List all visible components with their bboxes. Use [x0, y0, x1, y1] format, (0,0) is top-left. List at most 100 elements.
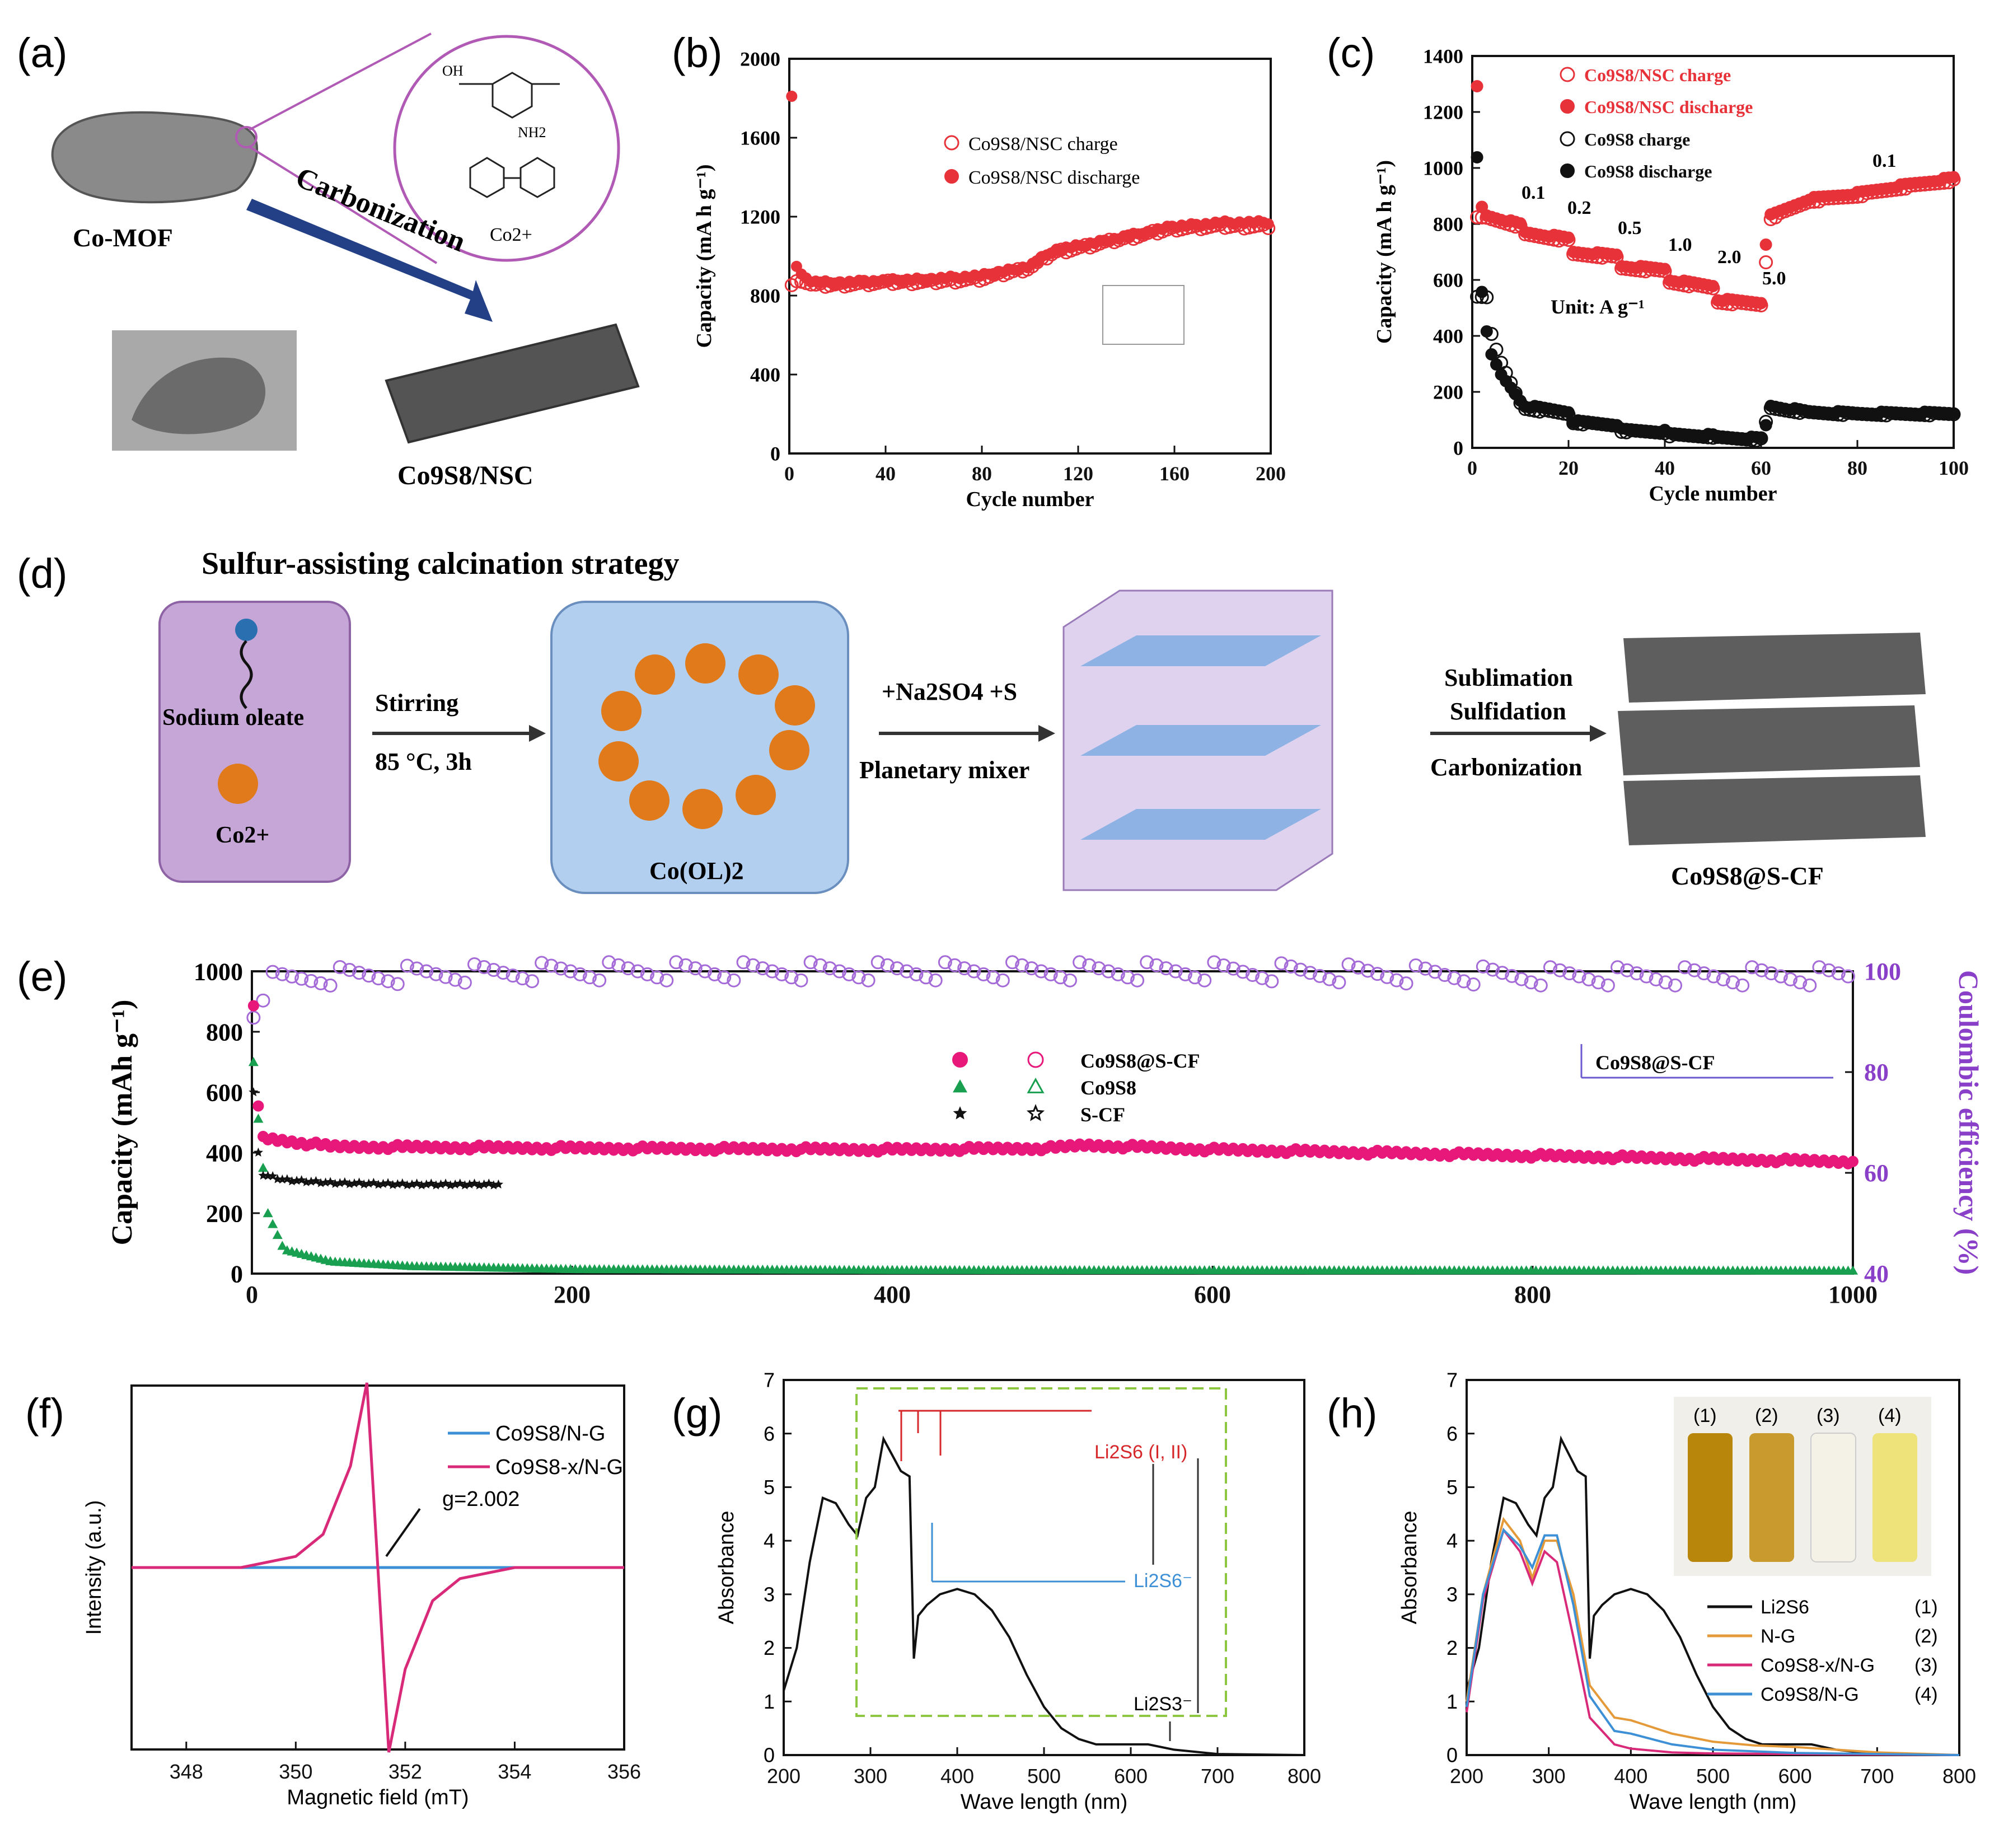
- chart-c-xtick-label: 60: [1751, 457, 1771, 479]
- ligand-structure-icon: [459, 72, 560, 198]
- e-co9s8-point: [263, 1208, 273, 1218]
- e-ce-point: [1207, 955, 1221, 970]
- e-ce-point: [1822, 963, 1836, 977]
- e-ce-point: [1678, 960, 1692, 975]
- chart-b-ytick-label: 800: [750, 285, 780, 307]
- vial-4: [1872, 1433, 1917, 1562]
- e-ce-point: [1053, 970, 1068, 985]
- co9s8-nsc-sheet: [385, 323, 640, 444]
- chart-e-xtick-label: 200: [554, 1281, 591, 1308]
- e-ce-point: [938, 955, 952, 970]
- e-ce-point: [1073, 955, 1087, 970]
- f-legend-label-1: Co9S8-x/N-G: [495, 1456, 623, 1479]
- e-ce-point: [1322, 972, 1337, 986]
- chart-b-xtick-label: 120: [1063, 462, 1093, 485]
- e-ce-point: [1101, 964, 1116, 979]
- e-ce-point: [410, 961, 424, 976]
- e-ce-point: [880, 958, 895, 972]
- e-ce-point: [1745, 960, 1759, 975]
- e-ce-point: [736, 955, 751, 970]
- e-ce-point: [1428, 965, 1443, 979]
- e-legend-label-2: S-CF: [1080, 1103, 1125, 1126]
- chart-h-xtick-label: 700: [1860, 1765, 1894, 1788]
- chart-c-ytick-label: 800: [1433, 213, 1463, 236]
- layered-cube-icon: [1062, 590, 1333, 891]
- e-ce-point: [1140, 955, 1154, 970]
- chart-b-ytick-label: 0: [770, 443, 780, 465]
- f-co9s8x-ng-line: [132, 1382, 624, 1753]
- e-ce-point: [1178, 967, 1192, 981]
- c-co9s8-nsc-charge-point: [1759, 255, 1773, 269]
- c-rate-label-6: 0.1: [1872, 151, 1897, 171]
- e-ce-point: [1533, 978, 1548, 993]
- chart-c-ylabel: Capacity (mA h g⁻¹): [1373, 160, 1396, 344]
- h-vials-photo: (1) (2) (3) (4): [1674, 1397, 1931, 1576]
- chart-c-ytick-label: 1400: [1423, 45, 1463, 68]
- e-ce-point: [1764, 966, 1778, 981]
- chart-h-xtick-label: 400: [1614, 1765, 1647, 1788]
- chart-g-ytick-label: 7: [764, 1369, 775, 1392]
- e-scf-point: [253, 1147, 263, 1157]
- chart-g-xtick-label: 300: [854, 1765, 887, 1788]
- e-ce-point: [390, 977, 405, 991]
- e-ce-point: [1543, 960, 1557, 975]
- chart-f-ylabel: Intensity (a.u.): [82, 1500, 106, 1635]
- e-ce-point: [573, 967, 587, 981]
- e-ce-point: [1783, 972, 1797, 986]
- chart-f-xlabel: Magnetic field (mT): [287, 1786, 469, 1809]
- e-ce-point: [640, 967, 654, 981]
- vial-1-label: (1): [1693, 1405, 1717, 1426]
- c-legend-label-2: Co9S8 charge: [1584, 129, 1690, 149]
- zoom-line-top: [249, 32, 432, 131]
- e-ce-point: [602, 955, 616, 970]
- chart-g-xtick-label: 600: [1114, 1765, 1148, 1788]
- chart-c-xtick-label: 0: [1467, 457, 1477, 479]
- e-y2tick-label: 40: [1864, 1260, 1889, 1288]
- e-co9s8-point: [268, 1219, 278, 1228]
- e-ce-point: [1092, 961, 1106, 976]
- e-ce-point: [1188, 970, 1202, 985]
- e-scf-point: [258, 1170, 268, 1180]
- panel-a: (a) OH NH2 Co2+ Co-MOF Carbonization Co9…: [17, 30, 640, 490]
- vial-1: [1688, 1433, 1733, 1562]
- chart-b-xtick-label: 200: [1256, 462, 1286, 485]
- panel-c-label: (c): [1327, 30, 1375, 76]
- e-ce-point: [544, 958, 559, 973]
- e-ce-point: [1062, 973, 1077, 988]
- chart-f-axes: 348 350 352 354 356 Magnetic field (mT) Intens…: [82, 1382, 641, 1809]
- e-ce-point: [486, 963, 501, 977]
- chart-h-ylabel: Absorbance: [1398, 1511, 1421, 1625]
- e-legend-open-1: [1027, 1077, 1045, 1093]
- e-ce-point: [505, 969, 520, 983]
- e-ce-point: [371, 971, 386, 986]
- step3-line2: Sulfidation: [1450, 698, 1566, 725]
- e-ce-point: [697, 964, 712, 979]
- chart-c-xtick-label: 100: [1939, 457, 1969, 479]
- e-ce-point: [1716, 972, 1730, 986]
- chart-b-xtick-label: 0: [784, 462, 794, 485]
- c-co9s8-discharge-point: [1759, 419, 1772, 432]
- chart-h-ytick-label: 5: [1446, 1476, 1458, 1499]
- e-ce-point: [1658, 975, 1673, 990]
- e-ce-point: [1553, 963, 1567, 977]
- oleate-head-icon: [235, 619, 258, 641]
- e-ce-point: [1303, 966, 1317, 980]
- panel-g-label: (g): [672, 1390, 722, 1437]
- e-ce-point: [1370, 967, 1385, 981]
- e-ce-point: [1274, 956, 1289, 971]
- panel-h-label: (h): [1327, 1390, 1377, 1437]
- arrow-2-head: [1038, 725, 1055, 742]
- c-rate-label-3: 1.0: [1668, 235, 1692, 255]
- e-ce-point: [1293, 962, 1308, 977]
- c-rate-label-1: 0.2: [1567, 198, 1591, 218]
- e-ce-point: [285, 969, 299, 984]
- step1-bottom: 85 °C, 3h: [375, 748, 472, 775]
- e-ce-point: [457, 975, 472, 990]
- e-ce-point: [1399, 976, 1413, 991]
- e-ce-point: [986, 970, 1000, 985]
- oleate-tail-icon: [240, 640, 253, 709]
- e-ce-point: [1197, 973, 1212, 988]
- e-ce-point: [1457, 974, 1471, 989]
- chart-e-xtick-label: 400: [874, 1281, 911, 1308]
